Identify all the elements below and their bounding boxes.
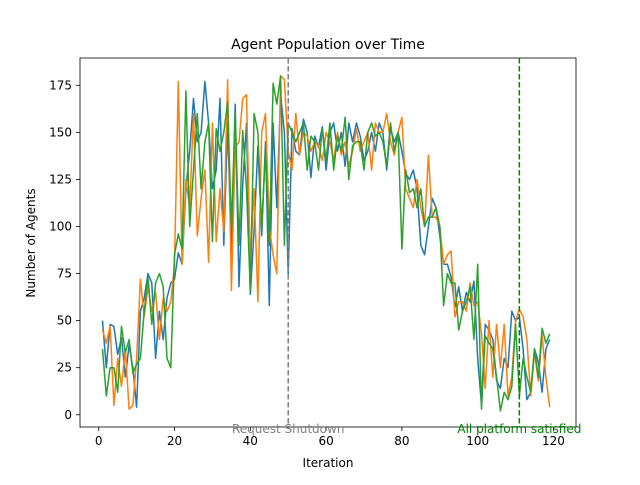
chart-title: Agent Population over Time (231, 37, 425, 53)
annotations: Request Shutdown All platform satisfied (232, 58, 581, 436)
x-tick-label: 40 (243, 434, 258, 448)
y-tick-label: 0 (64, 408, 72, 422)
y-tick-label: 125 (49, 172, 72, 186)
y-tick-label: 175 (49, 78, 72, 92)
series-line-3 (101, 75, 551, 412)
vertical-marker-label: Request Shutdown (232, 422, 344, 436)
x-tick-label: 80 (394, 434, 409, 448)
x-tick-label: 0 (95, 434, 103, 448)
y-axis: 0 25 50 75 100 125 150 175 (49, 78, 80, 422)
x-tick-label: 20 (167, 434, 182, 448)
y-tick-label: 50 (57, 314, 72, 328)
vertical-marker-label: All platform satisfied (457, 422, 581, 436)
y-tick-label: 100 (49, 219, 72, 233)
y-tick-label: 150 (49, 125, 72, 139)
axes-frame (79, 57, 577, 428)
x-axis: 0 20 40 60 80 100 120 (95, 427, 565, 448)
x-tick-label: 120 (542, 434, 565, 448)
x-tick-label: 60 (318, 434, 333, 448)
x-tick-label: 100 (466, 434, 489, 448)
y-tick-label: 25 (57, 361, 72, 375)
y-axis-label: Number of Agents (24, 188, 38, 297)
x-axis-label: Iteration (303, 456, 354, 470)
plot-area (101, 75, 551, 412)
y-tick-label: 75 (57, 267, 72, 281)
